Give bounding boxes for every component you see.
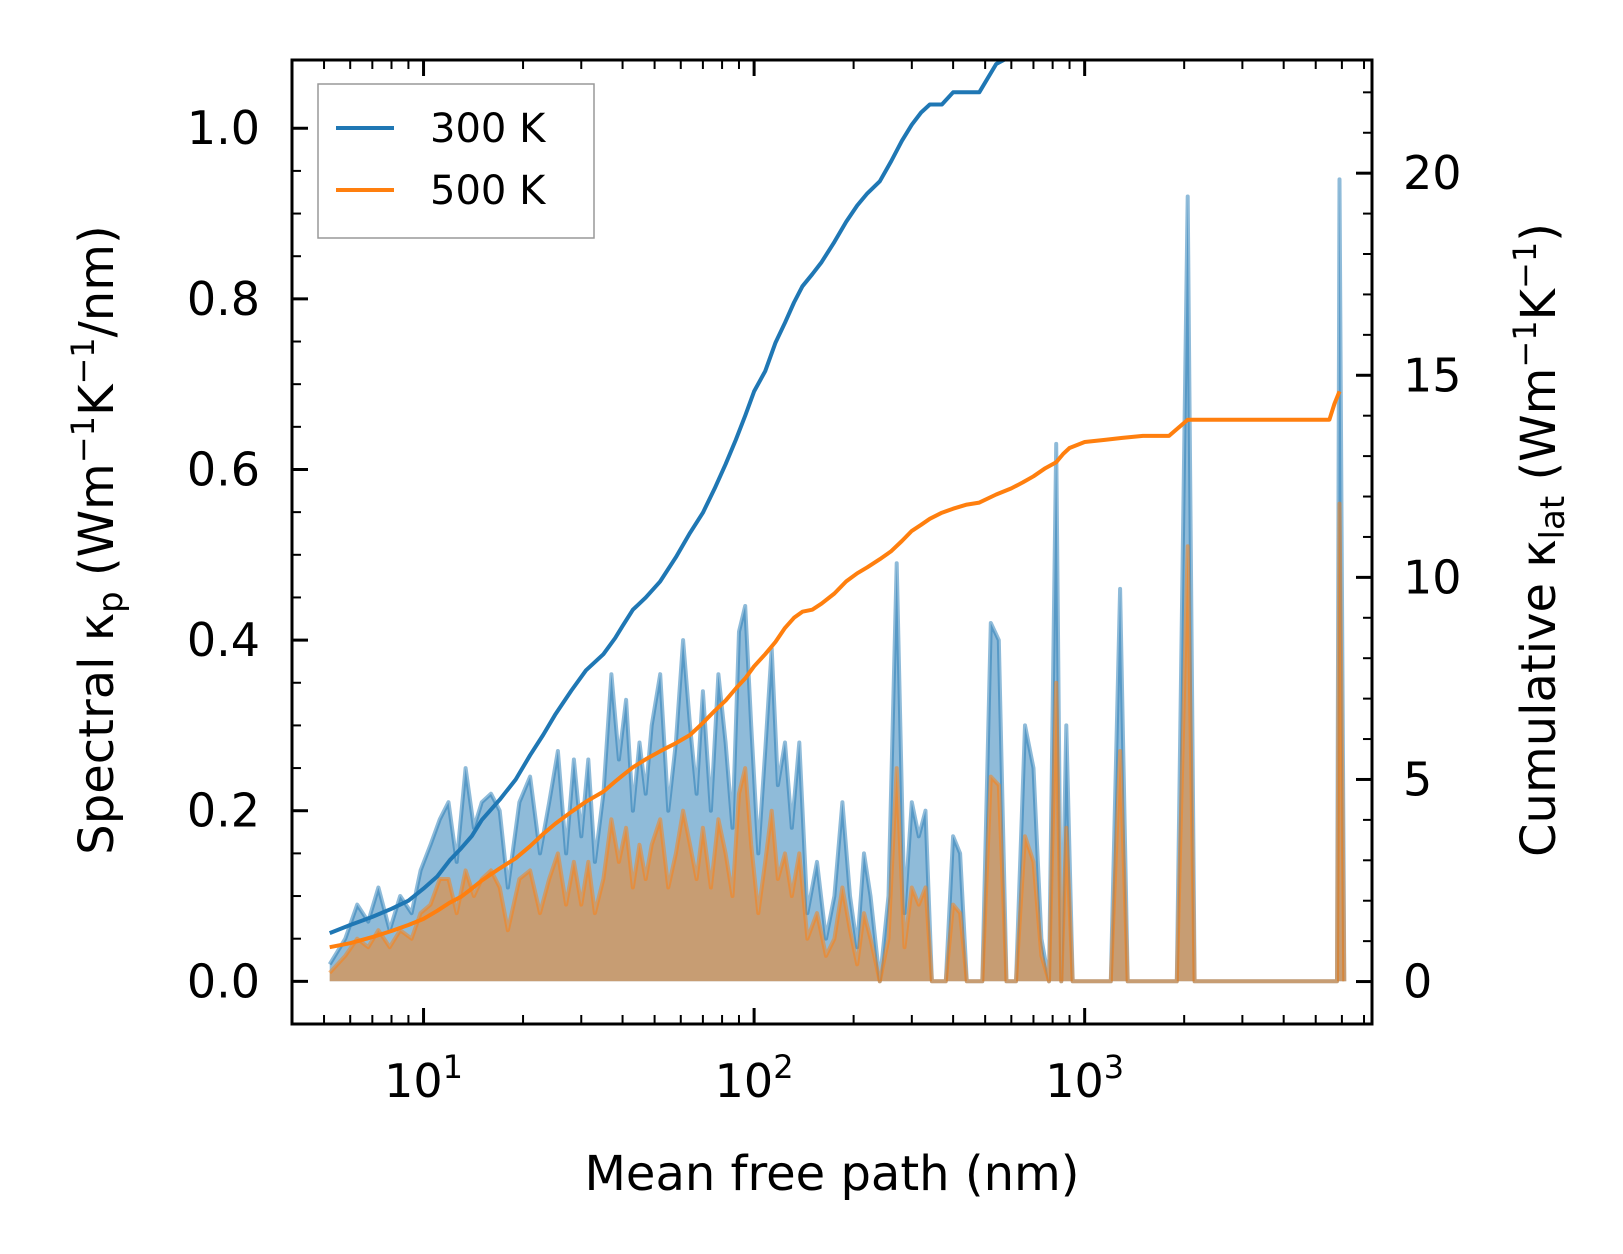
y-right-title-main: Cumulative κ <box>1511 539 1567 857</box>
y-right-tick-label: 0 <box>1403 955 1432 1009</box>
x-tick-label-base: 10 <box>1045 1054 1104 1108</box>
y-left-axis-title: Spectral κp (Wm−1K−1/nm) <box>64 225 131 854</box>
legend-label-500k: 500 K <box>430 168 547 214</box>
series-area-500-k-spectral <box>329 503 1345 982</box>
y-left-title-exp1: −1 <box>64 416 102 463</box>
y-left-title-main: Spectral κ <box>69 613 125 855</box>
y-left-title-unit-close: /nm) <box>69 225 125 337</box>
legend-label-300k: 300 K <box>430 106 547 152</box>
y-right-axis-title: Cumulative κlat (Wm−1K−1) <box>1506 223 1573 857</box>
y-right-tick-label: 5 <box>1403 752 1432 806</box>
series-line-500-k-cumulative <box>329 390 1342 950</box>
series-line-500-k-spectral <box>328 501 1347 984</box>
plot-frame <box>290 58 1374 1026</box>
y-left-title-exp2: −1 <box>64 337 102 384</box>
y-left-title-mid: K <box>69 383 125 416</box>
x-tick-label: 101 <box>384 1048 463 1108</box>
spectral-series-group <box>327 177 1347 984</box>
y-right-title-unit-open: (Wm <box>1511 368 1567 496</box>
y-right-title-exp1: −1 <box>1506 320 1544 367</box>
y-right-tick-label: 20 <box>1403 146 1462 200</box>
x-tick-label-exp: 3 <box>1104 1048 1124 1086</box>
x-axis-title: Mean free path (nm) <box>585 1146 1080 1202</box>
y-right-title-mid: K <box>1511 287 1567 320</box>
cumulative-series-group <box>328 60 1342 950</box>
x-tick-label: 103 <box>1045 1048 1124 1108</box>
y-right-title-sub: lat <box>1533 496 1573 540</box>
y-left-tick-label: 0.8 <box>187 272 260 326</box>
y-left-tick-label: 1.0 <box>187 101 260 155</box>
y-right-title-exp2: −1 <box>1506 242 1544 289</box>
y-left-tick-label: 0.2 <box>187 784 260 838</box>
series-line-300-k-cumulative <box>328 60 1009 935</box>
y-right-tick-label: 15 <box>1403 348 1462 402</box>
x-tick-label-exp: 1 <box>443 1048 463 1086</box>
y-left-title-sub: p <box>91 591 131 613</box>
y-right-title-unit-close: ) <box>1511 223 1567 242</box>
x-tick-label-base: 10 <box>715 1054 774 1108</box>
y-left-tick-label: 0.0 <box>187 954 260 1008</box>
y-right-tick-label: 10 <box>1403 550 1462 604</box>
x-tick-label: 102 <box>715 1048 794 1108</box>
y-left-tick-label: 0.6 <box>187 442 260 496</box>
legend-box <box>317 83 595 239</box>
legend: 300 K 500 K <box>317 83 595 239</box>
y-left-tick-label: 0.4 <box>187 613 260 667</box>
x-tick-label-exp: 2 <box>773 1048 793 1086</box>
y-left-title-unit-open: (Wm <box>69 463 125 591</box>
x-tick-label-base: 10 <box>384 1054 443 1108</box>
plot-area <box>327 60 1347 984</box>
